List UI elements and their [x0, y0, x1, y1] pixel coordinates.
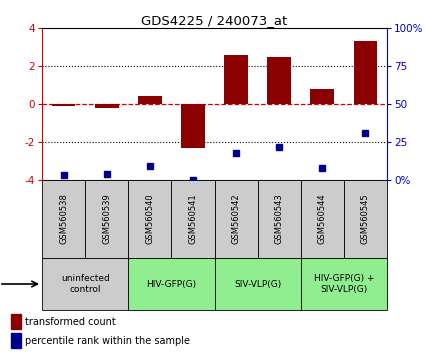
Text: GSM560544: GSM560544: [318, 194, 327, 244]
Text: GSM560538: GSM560538: [59, 194, 68, 245]
Bar: [224, 55, 248, 104]
Text: GSM560542: GSM560542: [232, 194, 241, 244]
Bar: [42, 258, 128, 310]
Bar: [344, 180, 387, 258]
Bar: [215, 180, 258, 258]
Bar: [11, 314, 20, 329]
Bar: [267, 57, 291, 104]
Bar: [11, 333, 20, 348]
Bar: [354, 41, 377, 104]
Text: GSM560543: GSM560543: [275, 194, 284, 244]
Text: transformed count: transformed count: [25, 317, 116, 327]
Text: SIV-VLP(G): SIV-VLP(G): [234, 280, 281, 289]
Bar: [52, 104, 75, 106]
Bar: [301, 180, 344, 258]
Bar: [138, 96, 162, 104]
Text: GSM560540: GSM560540: [145, 194, 154, 244]
Text: uninfected
control: uninfected control: [61, 274, 110, 294]
Bar: [171, 180, 215, 258]
Text: GSM560545: GSM560545: [361, 194, 370, 244]
Bar: [258, 180, 301, 258]
Bar: [181, 104, 205, 148]
Title: GDS4225 / 240073_at: GDS4225 / 240073_at: [142, 14, 288, 27]
Bar: [128, 258, 215, 310]
Bar: [215, 258, 301, 310]
Bar: [310, 89, 334, 104]
Bar: [128, 180, 171, 258]
Text: HIV-GFP(G) +
SIV-VLP(G): HIV-GFP(G) + SIV-VLP(G): [314, 274, 374, 294]
Text: percentile rank within the sample: percentile rank within the sample: [25, 336, 190, 346]
Text: HIV-GFP(G): HIV-GFP(G): [146, 280, 196, 289]
Bar: [301, 258, 387, 310]
Text: GSM560541: GSM560541: [188, 194, 198, 244]
Bar: [95, 104, 119, 108]
Bar: [85, 180, 128, 258]
Text: GSM560539: GSM560539: [102, 194, 111, 244]
Bar: [42, 180, 85, 258]
